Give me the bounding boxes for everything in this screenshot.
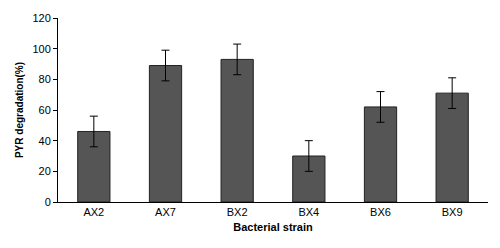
svg-text:BX2: BX2 (227, 206, 248, 218)
svg-text:80: 80 (39, 73, 51, 85)
svg-text:20: 20 (39, 165, 51, 177)
svg-text:100: 100 (32, 43, 50, 55)
svg-text:0: 0 (45, 196, 51, 208)
svg-text:AX2: AX2 (83, 206, 104, 218)
svg-text:120: 120 (32, 12, 50, 24)
svg-text:BX6: BX6 (370, 206, 391, 218)
svg-text:40: 40 (39, 135, 51, 147)
svg-text:Bacterial strain: Bacterial strain (233, 221, 313, 233)
svg-text:PYR degradation(%): PYR degradation(%) (14, 62, 25, 158)
svg-text:BX4: BX4 (298, 206, 319, 218)
svg-text:BX9: BX9 (442, 206, 463, 218)
svg-text:AX7: AX7 (155, 206, 176, 218)
svg-text:60: 60 (39, 104, 51, 116)
